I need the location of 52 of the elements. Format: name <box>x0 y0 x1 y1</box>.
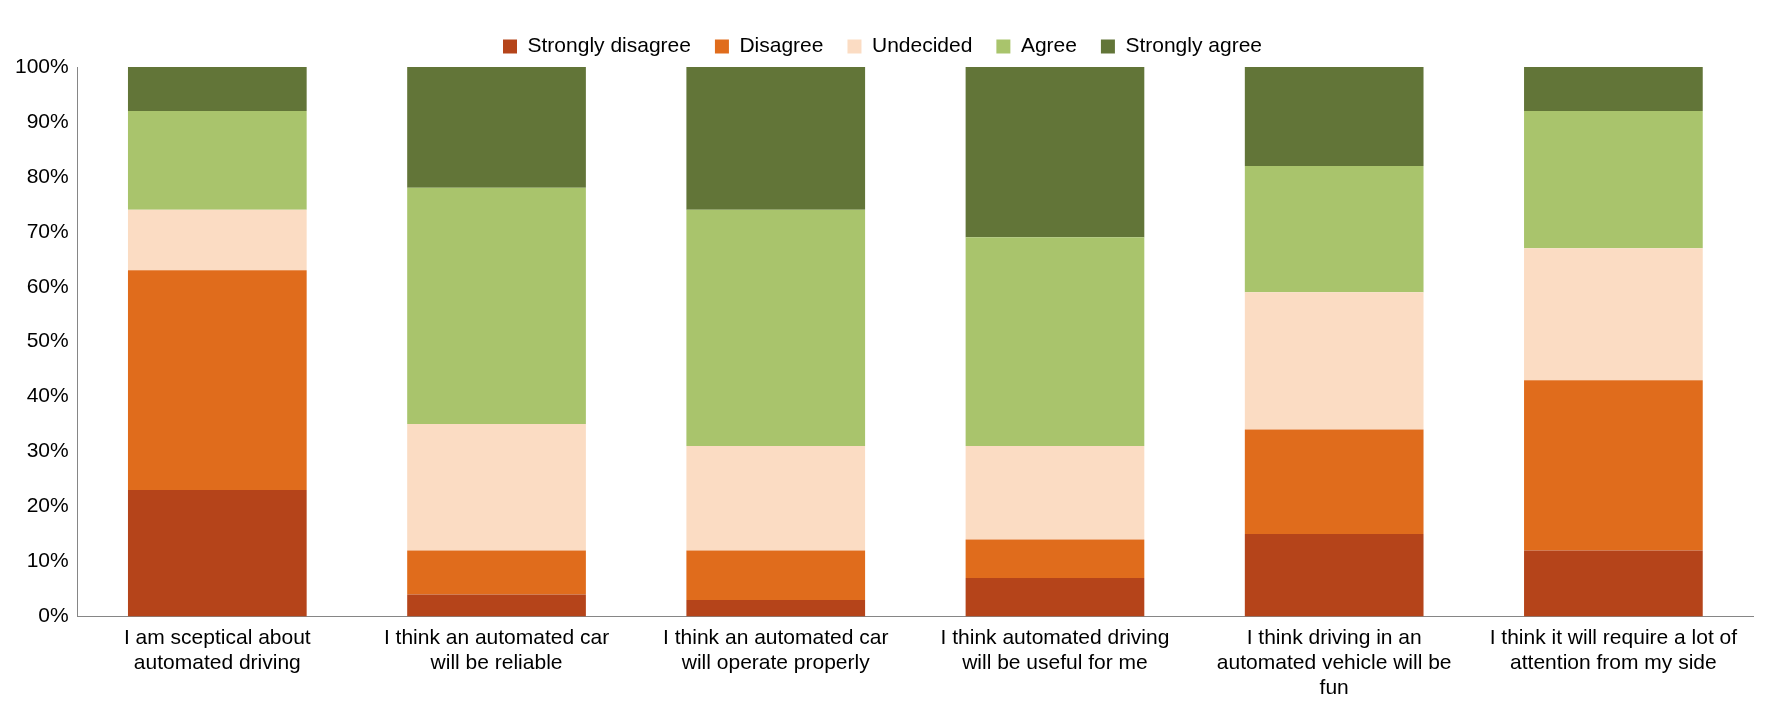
bar <box>1244 292 1424 430</box>
y-tick-label: 40% <box>26 383 69 407</box>
bar <box>965 446 1145 540</box>
bar <box>1524 110 1703 249</box>
bar <box>686 550 866 600</box>
bar <box>1524 380 1703 551</box>
bar <box>965 67 1145 238</box>
bar <box>1524 248 1703 381</box>
x-tick-label: I think an automated car will operate properly <box>663 624 889 673</box>
bar <box>686 599 866 617</box>
x-tick-label: I think it will require a lot of attention from my side <box>1489 624 1738 673</box>
bar <box>1244 67 1424 166</box>
legend-label: Disagree <box>739 33 824 57</box>
y-tick-label: 0% <box>38 603 69 627</box>
y-tick-label: 10% <box>26 548 69 572</box>
bar <box>127 270 307 491</box>
y-tick-label: 20% <box>26 493 69 517</box>
bar <box>686 446 866 551</box>
bar <box>686 67 866 210</box>
x-tick-label: I think driving in an automated vehicle will be fun <box>1216 624 1452 699</box>
bar <box>1244 165 1424 293</box>
y-tick-label: 80% <box>26 163 69 187</box>
bar <box>965 237 1145 447</box>
bar <box>1524 67 1703 111</box>
legend-label: Agree <box>1020 33 1077 57</box>
y-tick-label: 50% <box>26 328 69 352</box>
legend-label: Strongly disagree <box>527 33 691 57</box>
legend-label: Undecided <box>871 33 973 57</box>
bar <box>965 577 1145 617</box>
bar <box>1244 429 1424 534</box>
bar <box>407 594 586 617</box>
bar <box>407 187 586 425</box>
bar <box>407 67 586 188</box>
bar <box>127 490 307 617</box>
y-tick-label: 90% <box>26 108 69 132</box>
legend-label: Strongly agree <box>1125 33 1263 57</box>
bar <box>965 539 1145 578</box>
x-tick-label: I am sceptical about automated driving <box>123 624 311 673</box>
x-tick-label: I think an automated car will be reliable <box>383 624 610 673</box>
y-tick-label: 70% <box>26 218 69 242</box>
y-tick-label: 60% <box>26 273 69 297</box>
bar <box>127 110 307 210</box>
bar <box>127 209 307 271</box>
bar <box>686 209 866 447</box>
bar <box>127 67 307 111</box>
y-tick-label: 30% <box>26 438 69 462</box>
bar <box>407 550 586 595</box>
bar <box>1524 550 1703 617</box>
y-tick-label: 100% <box>14 53 69 77</box>
bar <box>407 424 586 551</box>
bar <box>1244 533 1424 617</box>
x-tick-label: I think automated driving will be useful for me <box>940 624 1170 673</box>
